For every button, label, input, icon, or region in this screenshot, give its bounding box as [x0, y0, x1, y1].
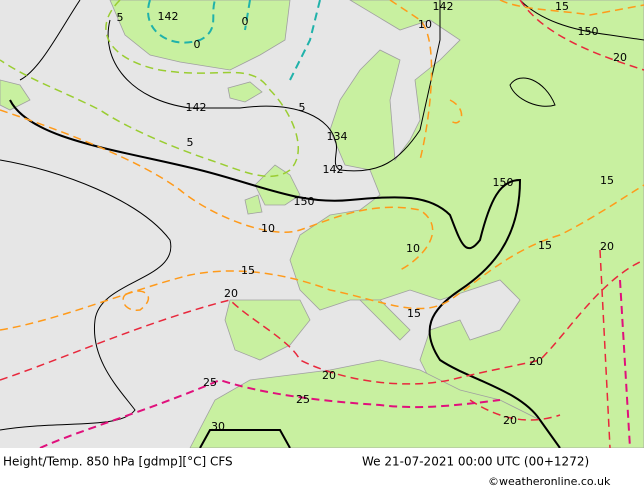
iceland [227, 81, 263, 103]
contour-label: 150 [294, 195, 315, 208]
contour-label: 5 [187, 136, 194, 149]
contour-label: 10 [406, 242, 420, 255]
contour-label: 20 [322, 369, 336, 382]
temp-contour-20 [0, 0, 644, 449]
europe [289, 0, 644, 449]
contour-label: 15 [538, 239, 552, 252]
temp-contour-5 [0, 0, 299, 178]
map-title: Height/Temp. 850 hPa [gdmp][°C] CFS [3, 455, 233, 469]
contour-label: 20 [503, 414, 517, 427]
contour-label: 20 [529, 355, 543, 368]
contour-label: 5 [117, 11, 124, 24]
temp-contour-15 [0, 0, 644, 331]
height-contour [509, 0, 644, 107]
contour-label: 5 [299, 101, 306, 114]
british-isles [244, 164, 301, 215]
contour-label: 30 [211, 420, 225, 433]
italy [359, 299, 411, 341]
contour-label: 15 [407, 307, 421, 320]
contour-label: 15 [241, 264, 255, 277]
contour-label: 142 [323, 163, 344, 176]
temp-contour-10 [0, 0, 463, 311]
contour-label: 10 [418, 18, 432, 31]
contour-label: 142 [158, 10, 179, 23]
credit: ©weatheronline.co.uk [488, 475, 611, 488]
map-datetime: We 21-07-2021 00:00 UTC (00+1272) [362, 455, 589, 469]
temp-contour-0 [147, 0, 321, 81]
contour-label: 150 [578, 25, 599, 38]
contour-label: 150 [493, 176, 514, 189]
contour-label: 15 [600, 174, 614, 187]
contour-label: 142 [186, 101, 207, 114]
landmass [0, 79, 31, 111]
footer-bg [0, 448, 644, 492]
contour-label: 20 [600, 240, 614, 253]
contour-label: 134 [327, 130, 348, 143]
contour-label: 20 [224, 287, 238, 300]
contour-label: 10 [261, 222, 275, 235]
greenland [109, 0, 291, 71]
contour-label: 20 [613, 51, 627, 64]
contour-label: 25 [203, 376, 217, 389]
temp-contour-30 [199, 429, 291, 449]
contour-labels: 142 5 0 0 142 10 15 150 20 142 5 134 5 1… [117, 0, 628, 433]
contour-label: 142 [433, 0, 454, 13]
height-contour-150 [9, 99, 561, 449]
contour-label: 25 [296, 393, 310, 406]
contour-label: 0 [194, 38, 201, 51]
contour-label: 0 [242, 15, 249, 28]
temp-contour-25 [39, 279, 631, 449]
contours [0, 0, 644, 449]
height-contour [0, 159, 172, 431]
height-contour [19, 0, 441, 172]
contour-label: 15 [555, 0, 569, 13]
